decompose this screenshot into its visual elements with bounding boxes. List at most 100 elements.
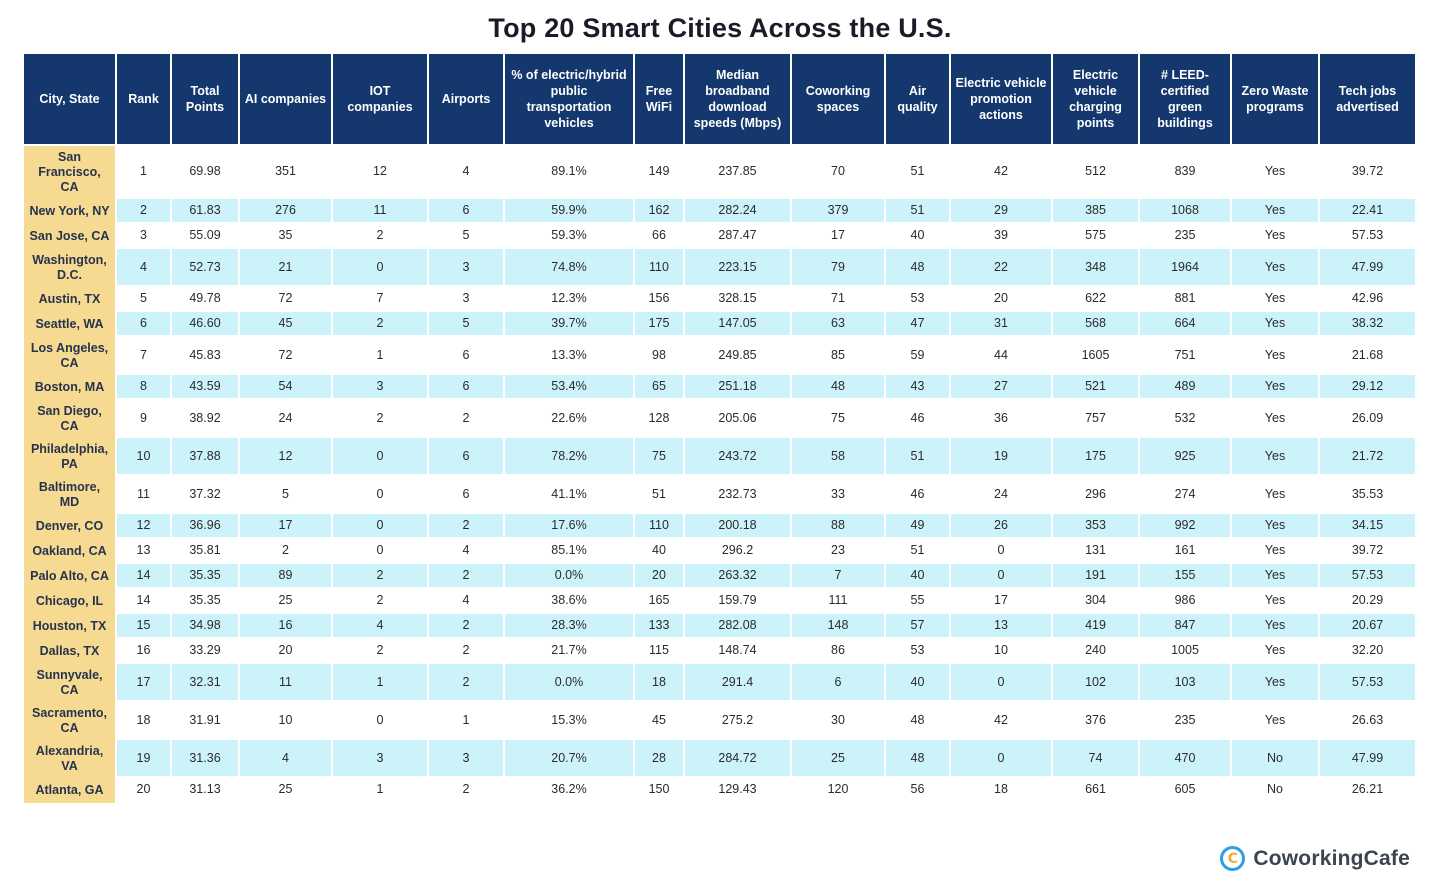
table-cell: Yes bbox=[1232, 589, 1318, 614]
table-cell: 40 bbox=[886, 224, 949, 249]
table-cell: 232.73 bbox=[685, 476, 790, 514]
table-row: Sacramento, CA 18 31.91 10 0 1 15.3% 45 275.2 30 4… bbox=[24, 702, 1415, 740]
table-cell: 489 bbox=[1140, 375, 1230, 400]
table-cell: 32.20 bbox=[1320, 639, 1415, 664]
table-cell: 156 bbox=[635, 287, 683, 312]
table-cell: 223.15 bbox=[685, 249, 790, 287]
table-cell: 38.92 bbox=[172, 400, 238, 438]
city-cell: Los Angeles, CA bbox=[24, 337, 115, 375]
table-cell: 42.96 bbox=[1320, 287, 1415, 312]
table-cell: 61.83 bbox=[172, 199, 238, 224]
table-cell: 11 bbox=[240, 664, 331, 702]
table-cell: 3 bbox=[117, 224, 170, 249]
table-cell: 243.72 bbox=[685, 438, 790, 476]
city-cell: Austin, TX bbox=[24, 287, 115, 312]
table-cell: 51 bbox=[886, 539, 949, 564]
column-header: Coworking spaces bbox=[792, 54, 884, 146]
table-cell: 40 bbox=[635, 539, 683, 564]
table-cell: 75 bbox=[635, 438, 683, 476]
table-cell: 175 bbox=[635, 312, 683, 337]
table-cell: 5 bbox=[240, 476, 331, 514]
table-cell: 18 bbox=[951, 778, 1051, 803]
table-row: Philadelphia, PA 10 37.88 12 0 6 78.2% 75 243.72… bbox=[24, 438, 1415, 476]
city-cell: Baltimore, MD bbox=[24, 476, 115, 514]
city-cell: Chicago, IL bbox=[24, 589, 115, 614]
table-cell: 1964 bbox=[1140, 249, 1230, 287]
table-cell: 45.83 bbox=[172, 337, 238, 375]
table-cell: 14 bbox=[117, 589, 170, 614]
table-cell: 24 bbox=[951, 476, 1051, 514]
table-cell: 53 bbox=[886, 287, 949, 312]
table-cell: 98 bbox=[635, 337, 683, 375]
table-cell: 20 bbox=[951, 287, 1051, 312]
table-cell: 419 bbox=[1053, 614, 1138, 639]
table-cell: Yes bbox=[1232, 146, 1318, 199]
table-cell: 235 bbox=[1140, 224, 1230, 249]
table-cell: 29 bbox=[951, 199, 1051, 224]
table-cell: 40 bbox=[886, 664, 949, 702]
table-cell: 102 bbox=[1053, 664, 1138, 702]
table-row: San Diego, CA 9 38.92 24 2 2 22.6% 128 205.06 75 4… bbox=[24, 400, 1415, 438]
table-cell: 4 bbox=[333, 614, 427, 639]
table-cell: 2 bbox=[333, 589, 427, 614]
table-cell: 57.53 bbox=[1320, 664, 1415, 702]
table-cell: 48 bbox=[886, 249, 949, 287]
page-title: Top 20 Smart Cities Across the U.S. bbox=[488, 13, 952, 43]
table-cell: 55 bbox=[886, 589, 949, 614]
table-cell: 48 bbox=[792, 375, 884, 400]
table-cell: 149 bbox=[635, 146, 683, 199]
table-cell: 34.98 bbox=[172, 614, 238, 639]
table-cell: 512 bbox=[1053, 146, 1138, 199]
table-cell: 35.35 bbox=[172, 589, 238, 614]
table-cell: 66 bbox=[635, 224, 683, 249]
table-cell: 111 bbox=[792, 589, 884, 614]
table-cell: 10 bbox=[240, 702, 331, 740]
table-cell: 2 bbox=[333, 400, 427, 438]
table-cell: 11 bbox=[333, 199, 427, 224]
table-cell: Yes bbox=[1232, 639, 1318, 664]
table-row: Chicago, IL 14 35.35 25 2 4 38.6% 165 159.79 111 5… bbox=[24, 589, 1415, 614]
table-cell: 75 bbox=[792, 400, 884, 438]
table-cell: 86 bbox=[792, 639, 884, 664]
table-cell: 53 bbox=[886, 639, 949, 664]
table-cell: 57.53 bbox=[1320, 224, 1415, 249]
table-cell: 20.7% bbox=[505, 740, 633, 778]
table-cell: 0 bbox=[951, 539, 1051, 564]
header-row: City, State Rank Total Points AI companies I… bbox=[24, 54, 1415, 146]
table-row: Sunnyvale, CA 17 32.31 11 1 2 0.0% 18 291.4 6 40 0 1… bbox=[24, 664, 1415, 702]
table-cell: 39.7% bbox=[505, 312, 633, 337]
table-cell: 0 bbox=[333, 249, 427, 287]
table-cell: 72 bbox=[240, 287, 331, 312]
table-cell: 20 bbox=[117, 778, 170, 803]
table-cell: Yes bbox=[1232, 400, 1318, 438]
table-cell: 49.78 bbox=[172, 287, 238, 312]
table-cell: 51 bbox=[886, 438, 949, 476]
table-cell: 39 bbox=[951, 224, 1051, 249]
table-cell: Yes bbox=[1232, 702, 1318, 740]
table-cell: 9 bbox=[117, 400, 170, 438]
table-cell: 12 bbox=[240, 438, 331, 476]
table-row: Austin, TX 5 49.78 72 7 3 12.3% 156 328.15 71 53 20… bbox=[24, 287, 1415, 312]
table-cell: 103 bbox=[1140, 664, 1230, 702]
city-cell: Boston, MA bbox=[24, 375, 115, 400]
table-cell: 757 bbox=[1053, 400, 1138, 438]
table-cell: 42 bbox=[951, 702, 1051, 740]
table-row: Denver, CO 12 36.96 17 0 2 17.6% 110 200.18 88 49 2… bbox=[24, 514, 1415, 539]
table-cell: 47.99 bbox=[1320, 249, 1415, 287]
table-row: Atlanta, GA 20 31.13 25 1 2 36.2% 150 129.43 120 5… bbox=[24, 778, 1415, 803]
table-cell: 85.1% bbox=[505, 539, 633, 564]
table-cell: 85 bbox=[792, 337, 884, 375]
table-cell: 110 bbox=[635, 249, 683, 287]
city-cell: Dallas, TX bbox=[24, 639, 115, 664]
table-row: Dallas, TX 16 33.29 20 2 2 21.7% 115 148.74 86 53 1… bbox=[24, 639, 1415, 664]
table-cell: 249.85 bbox=[685, 337, 790, 375]
table-cell: 3 bbox=[429, 740, 503, 778]
table-cell: 128 bbox=[635, 400, 683, 438]
table-cell: 20 bbox=[635, 564, 683, 589]
smart-cities-table: City, State Rank Total Points AI companies I… bbox=[22, 54, 1417, 803]
table-cell: 46 bbox=[886, 476, 949, 514]
table-cell: 21 bbox=[240, 249, 331, 287]
table-cell: 925 bbox=[1140, 438, 1230, 476]
city-cell: San Diego, CA bbox=[24, 400, 115, 438]
table-cell: 59.3% bbox=[505, 224, 633, 249]
